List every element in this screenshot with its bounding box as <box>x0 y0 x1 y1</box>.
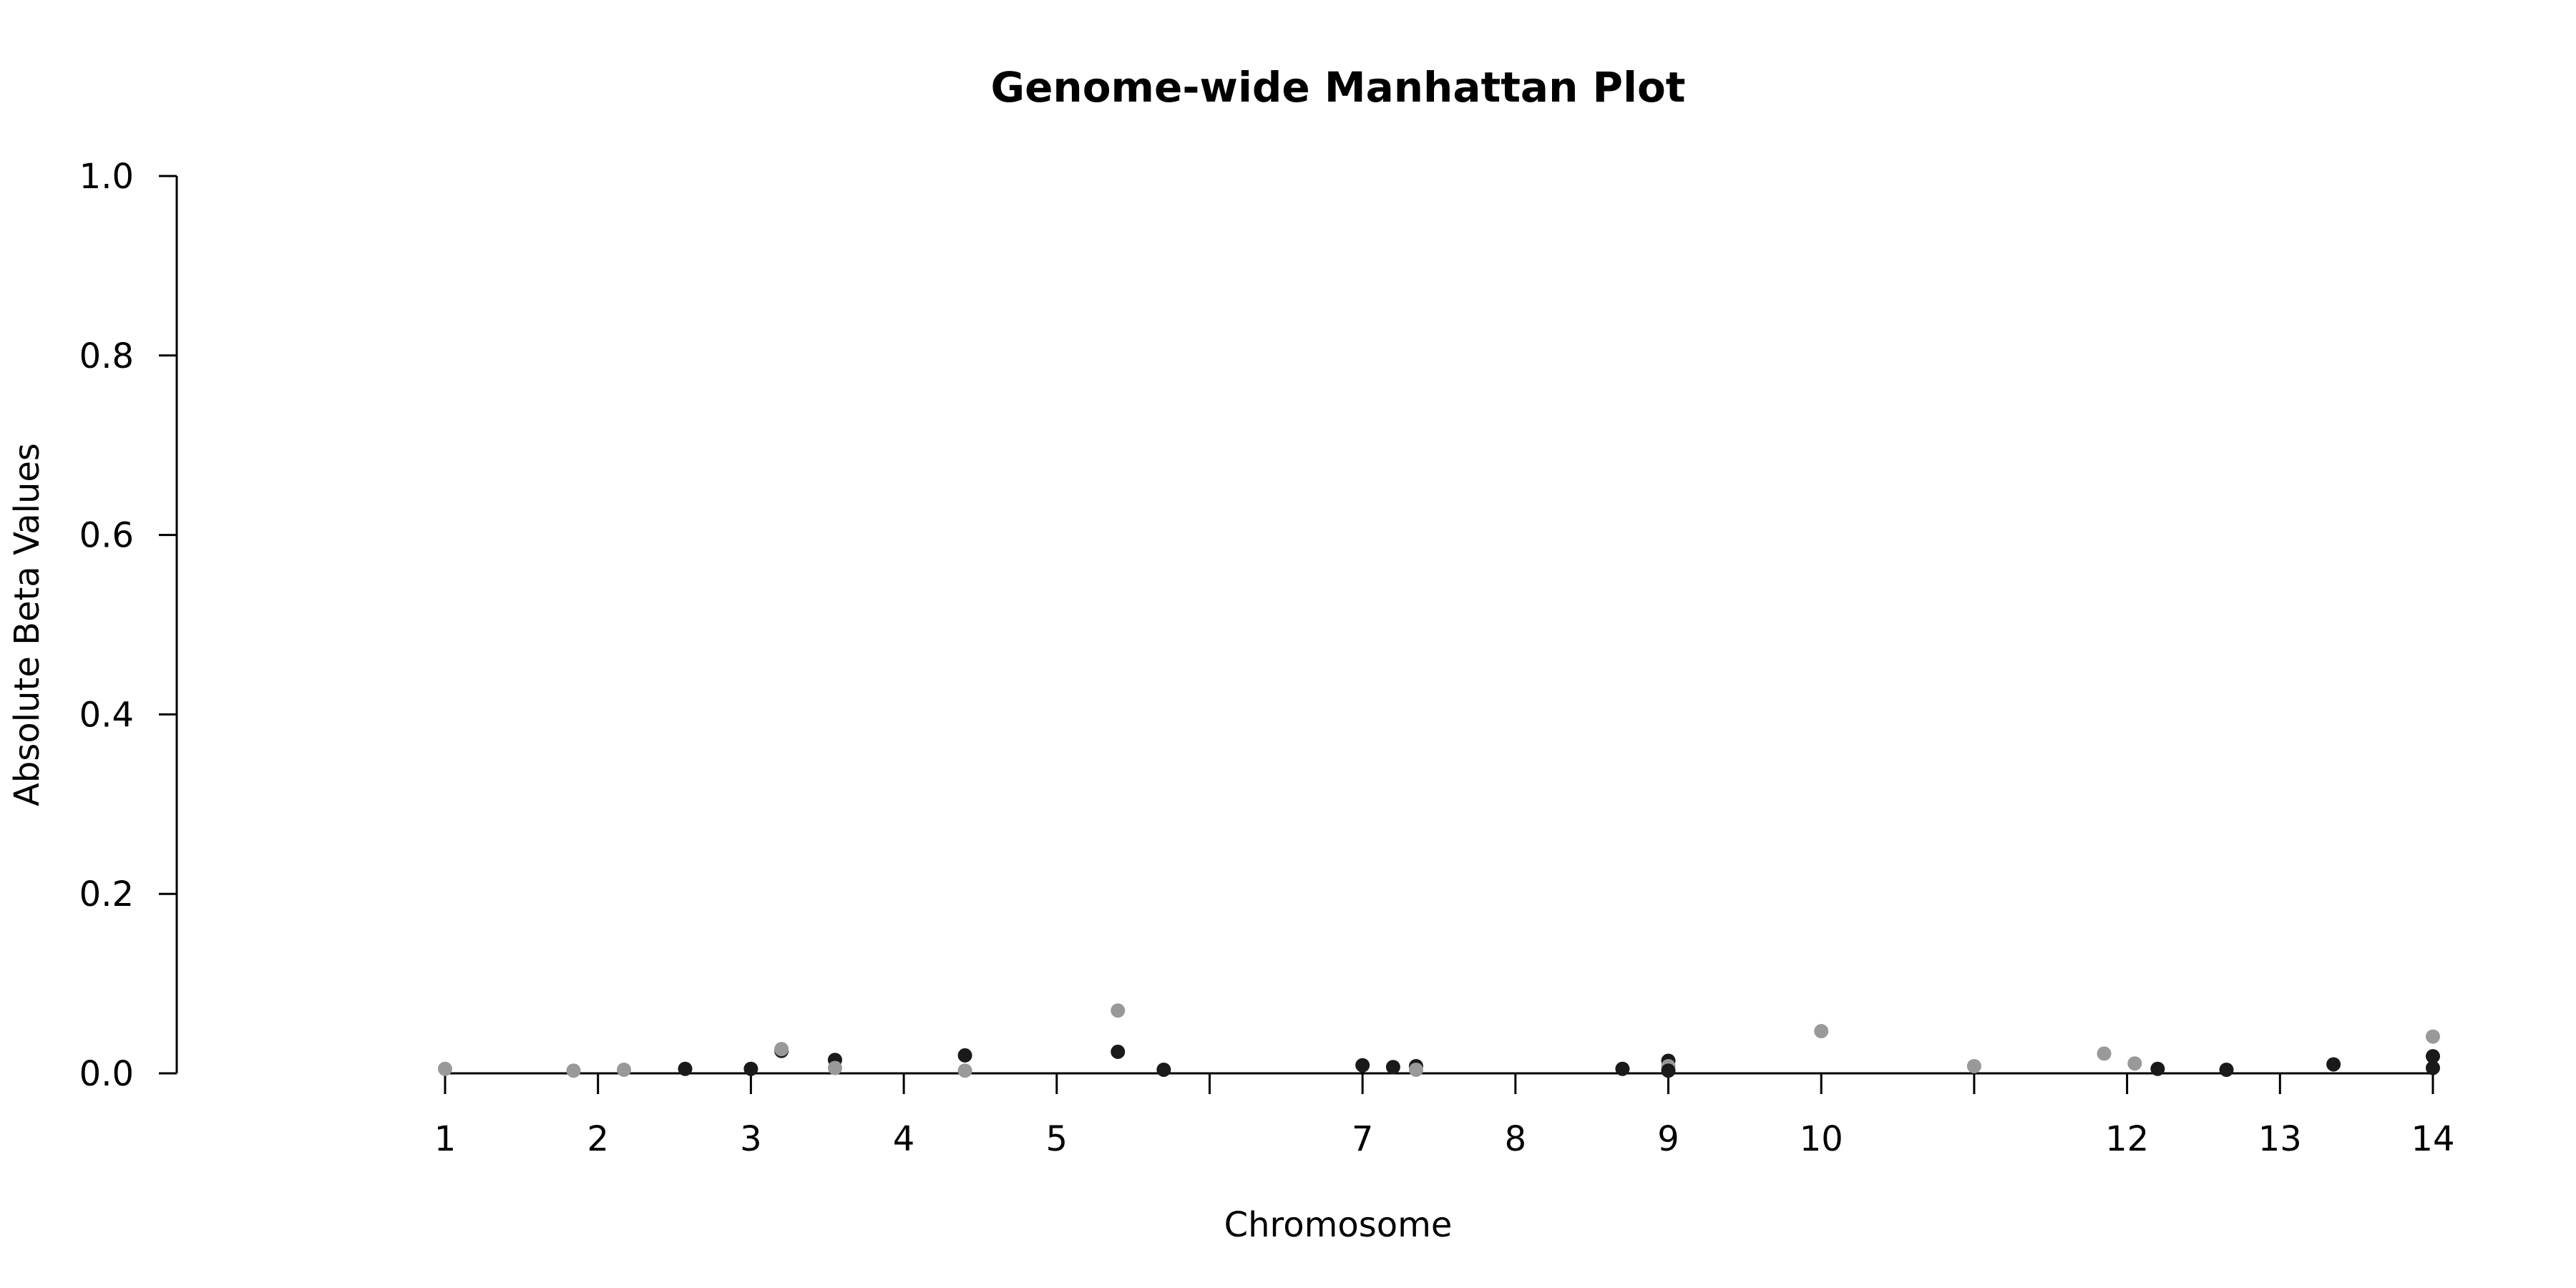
data-point <box>1966 1058 1981 1073</box>
y-tick-label: 0.8 <box>79 336 134 376</box>
data-point <box>1814 1024 1829 1039</box>
x-tick-label: 2 <box>587 1119 609 1159</box>
data-point <box>2426 1029 2440 1044</box>
y-tick-label: 1.0 <box>79 157 134 197</box>
x-tick-label: 8 <box>1505 1119 1527 1159</box>
data-point <box>2219 1062 2234 1077</box>
y-tick-label: 0.6 <box>79 516 134 556</box>
y-tick-label: 0.2 <box>79 874 134 914</box>
data-point <box>1385 1060 1400 1075</box>
data-point <box>743 1061 758 1076</box>
chart-title: Genome-wide Manhattan Plot <box>990 63 1685 112</box>
data-point <box>617 1062 632 1077</box>
data-point <box>566 1063 581 1078</box>
x-tick-label: 5 <box>1045 1119 1068 1159</box>
y-axis: 0.0 0.2 0.4 0.6 0.8 1.0 <box>79 157 178 1094</box>
data-points <box>438 1003 2440 1078</box>
x-tick-label: 4 <box>893 1119 915 1159</box>
data-point <box>827 1060 842 1075</box>
data-point <box>1408 1062 1423 1077</box>
data-point <box>1661 1063 1676 1078</box>
data-point <box>957 1048 972 1063</box>
data-point <box>2127 1056 2142 1071</box>
x-tick-label: 10 <box>1800 1119 1843 1159</box>
y-axis-label: Absolute Beta Values <box>7 443 47 806</box>
data-point <box>438 1061 452 1076</box>
x-tick-label: 12 <box>2105 1119 2149 1159</box>
data-point <box>1355 1058 1370 1073</box>
data-point <box>2426 1049 2440 1064</box>
data-point <box>1111 1003 1126 1018</box>
data-point <box>2097 1046 2112 1061</box>
data-point <box>774 1042 789 1057</box>
x-tick-label: 7 <box>1352 1119 1374 1159</box>
data-point <box>1156 1062 1171 1077</box>
data-point <box>2426 1060 2440 1075</box>
data-point <box>957 1063 972 1078</box>
x-tick-label: 1 <box>434 1119 457 1159</box>
data-point <box>2326 1057 2341 1072</box>
x-axis: 1 2 3 4 5 7 8 9 10 12 13 14 <box>434 1072 2455 1159</box>
x-tick-label: 9 <box>1657 1119 1679 1159</box>
x-axis-label: Chromosome <box>1224 1205 1453 1245</box>
data-point <box>1111 1044 1126 1059</box>
x-tick-label: 3 <box>740 1119 762 1159</box>
x-tick-label: 14 <box>2411 1119 2454 1159</box>
x-tick-label: 13 <box>2258 1119 2302 1159</box>
y-tick-label: 0.4 <box>79 695 134 735</box>
data-point <box>678 1061 693 1076</box>
data-point <box>1615 1061 1630 1076</box>
y-tick-label: 0.0 <box>79 1054 134 1094</box>
data-point <box>2150 1061 2165 1076</box>
